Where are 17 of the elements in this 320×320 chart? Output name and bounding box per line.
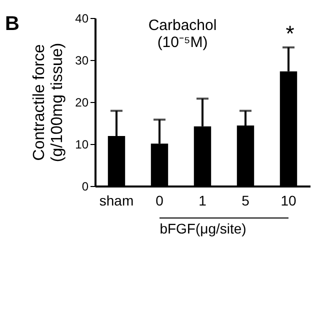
x-axis-title: bFGF(μg/site) bbox=[160, 220, 246, 236]
y-tick-label: 20 bbox=[75, 96, 89, 110]
x-tick-label: 10 bbox=[280, 192, 296, 208]
text: B bbox=[5, 13, 20, 35]
annotation: * bbox=[286, 21, 295, 46]
text: (10⁻⁵M) bbox=[157, 34, 208, 51]
y-tick-label: 10 bbox=[75, 138, 89, 152]
text: Carbachol bbox=[148, 17, 217, 34]
x-tick-label: sham bbox=[99, 192, 134, 208]
y-tick-label: 40 bbox=[75, 12, 89, 26]
y-tick-label: 0 bbox=[82, 180, 89, 194]
x-tick-label: 5 bbox=[242, 192, 250, 208]
x-tick-label: 0 bbox=[156, 192, 164, 208]
text: (g/100mg tissue) bbox=[49, 42, 66, 162]
text: Contractile force bbox=[31, 44, 48, 161]
x-tick-label: 1 bbox=[198, 192, 207, 208]
y-tick-label: 30 bbox=[75, 54, 89, 68]
